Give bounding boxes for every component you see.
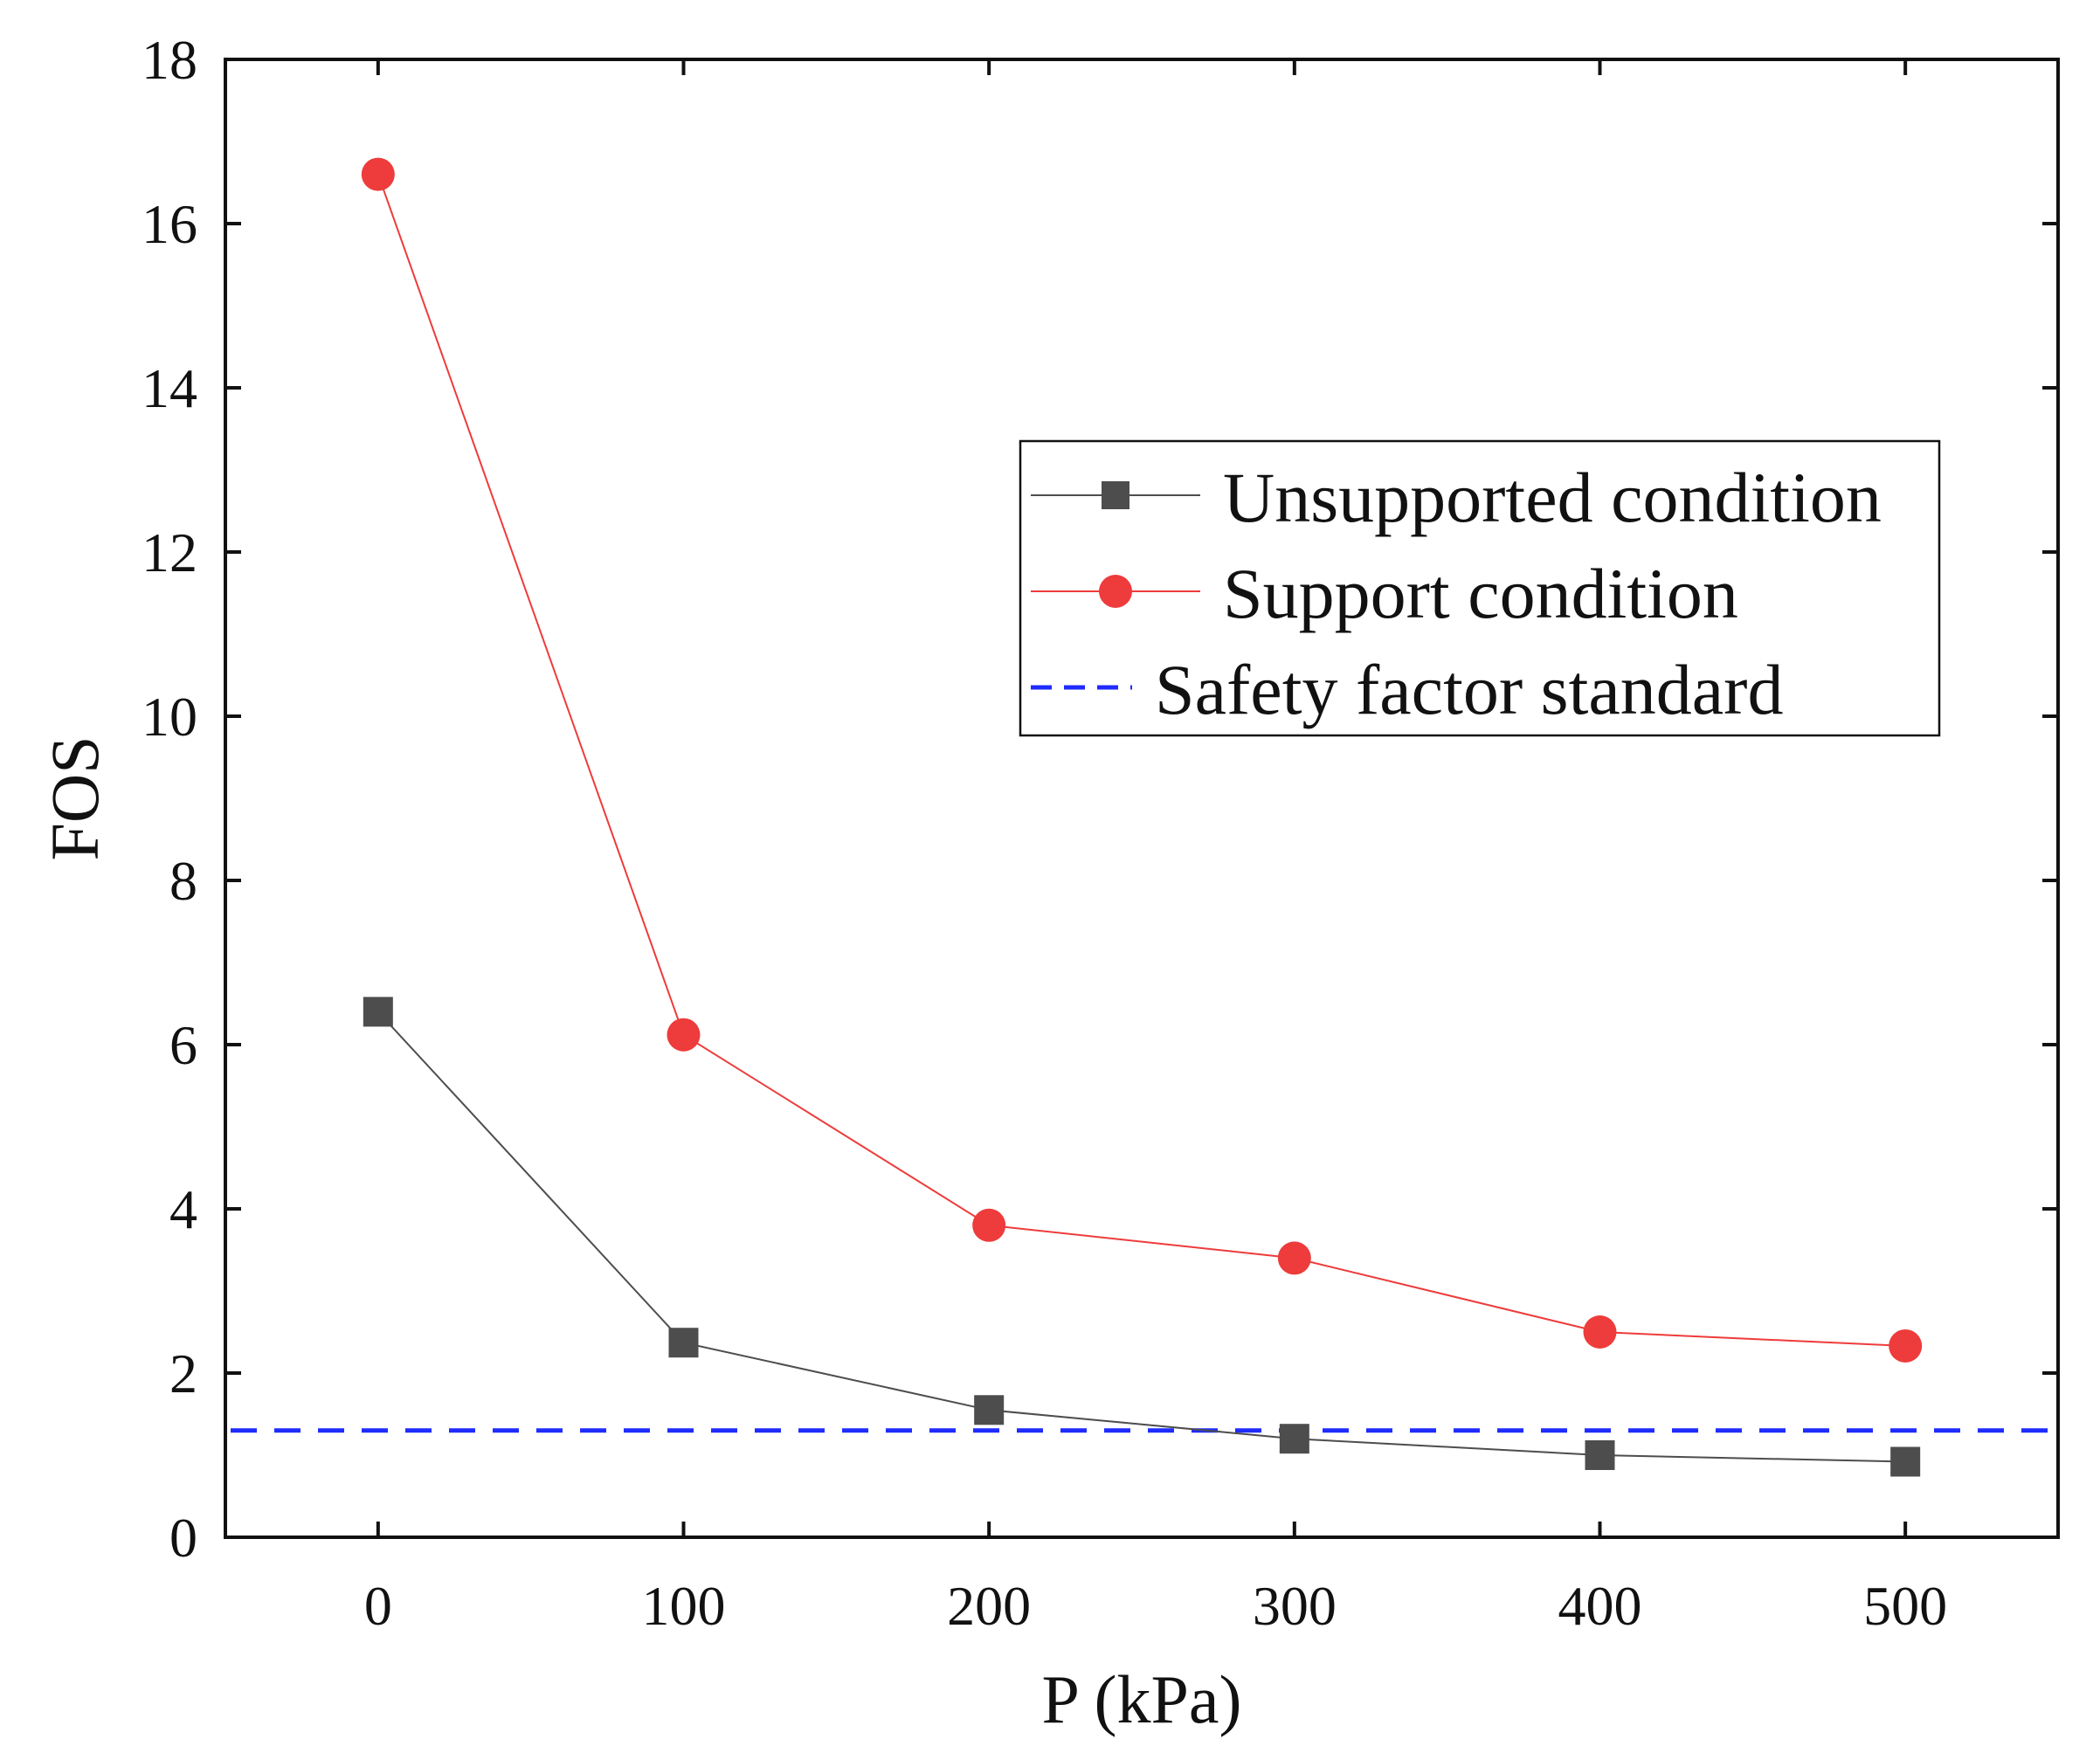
legend-marker-unsupported <box>1102 481 1129 509</box>
y-tick-label: 4 <box>169 1178 197 1240</box>
y-axis-title: FOS <box>37 735 113 860</box>
y-tick-label: 14 <box>142 357 197 419</box>
x-axis-title: P (kPa) <box>1042 1661 1242 1737</box>
data-point-unsupported <box>1890 1446 1921 1477</box>
data-point-support <box>1583 1315 1617 1349</box>
data-point-support <box>667 1018 701 1052</box>
data-point-support <box>1277 1241 1311 1275</box>
data-point-unsupported <box>668 1328 699 1358</box>
data-point-unsupported <box>1279 1424 1309 1454</box>
data-point-support <box>972 1208 1006 1242</box>
x-tick-label: 0 <box>364 1575 392 1637</box>
legend-box <box>1019 439 1941 737</box>
y-tick-label: 10 <box>142 686 197 748</box>
series-line-support <box>376 174 1906 1347</box>
legend-label-unsupported: Unsupported condition <box>1223 458 1882 537</box>
legend-label-support: Support condition <box>1223 554 1738 633</box>
y-tick-label: 12 <box>142 521 197 583</box>
x-tick-label: 500 <box>1863 1575 1947 1637</box>
data-point-support <box>361 157 395 191</box>
legend: Unsupported condition Support condition … <box>1019 439 1941 737</box>
y-tick-label: 18 <box>142 29 197 91</box>
plot-frame <box>224 58 2060 1539</box>
legend-marker-support <box>1099 575 1132 608</box>
y-tick-label: 6 <box>169 1014 197 1076</box>
x-tick-label: 200 <box>947 1575 1031 1637</box>
y-tick-label: 8 <box>169 850 197 912</box>
series-layer <box>361 157 1923 1477</box>
y-tick-label: 0 <box>169 1507 197 1569</box>
x-tick-label: 100 <box>642 1575 726 1637</box>
x-tick-label: 300 <box>1253 1575 1337 1637</box>
data-point-unsupported <box>974 1395 1005 1425</box>
y-tick-label: 16 <box>142 193 197 255</box>
data-point-unsupported <box>1585 1440 1615 1470</box>
data-point-unsupported <box>363 997 393 1027</box>
legend-label-safety-standard: Safety factor standard <box>1155 650 1783 729</box>
series-line-unsupported <box>377 1011 1906 1463</box>
data-point-support <box>1889 1329 1923 1363</box>
x-tick-label: 400 <box>1558 1575 1642 1637</box>
tick-layer: 0 100 200 300 400 500 0 2 4 6 8 10 12 14 16 18 <box>142 29 2058 1637</box>
y-tick-label: 2 <box>169 1342 197 1404</box>
